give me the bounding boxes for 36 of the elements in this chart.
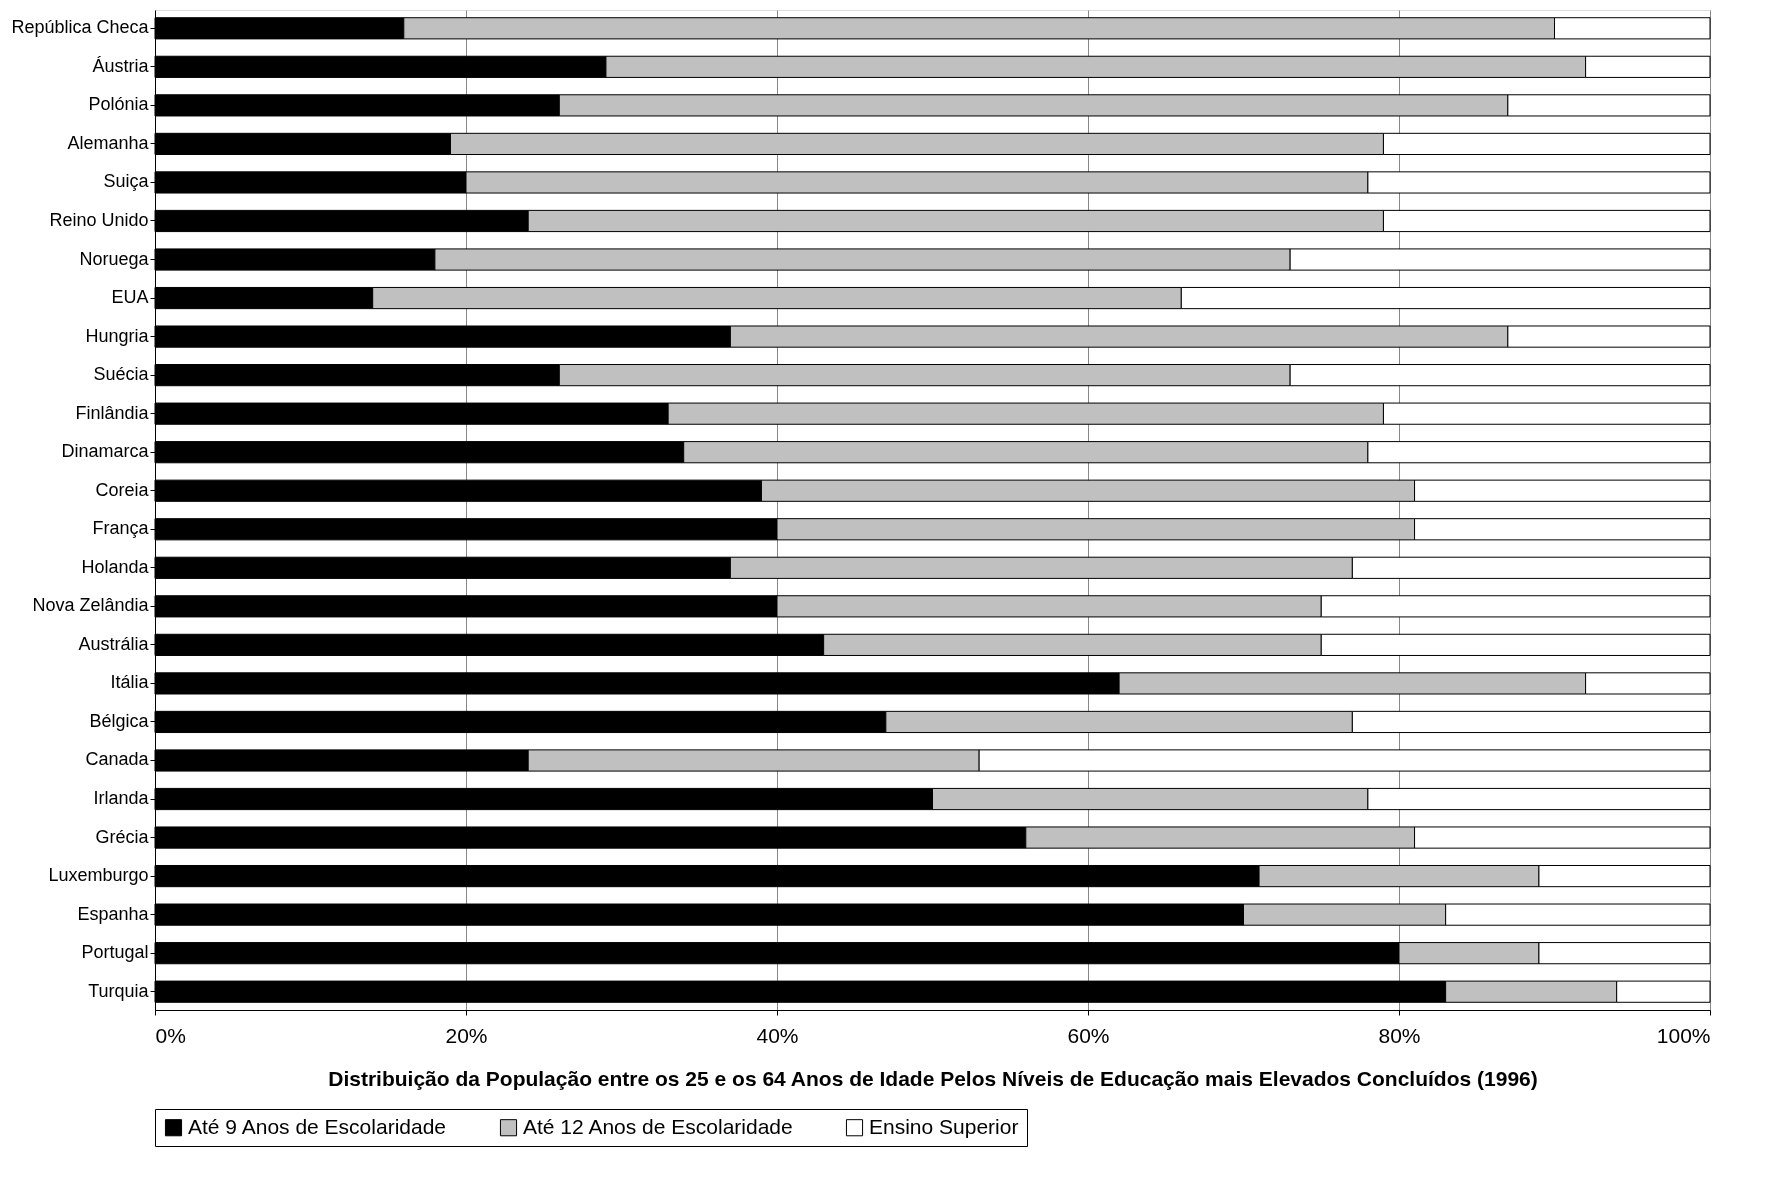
- y-tick-label: Reino Unido: [49, 209, 149, 230]
- y-tick-label: Canada: [85, 749, 150, 770]
- legend-label: Até 12 Anos de Escolaridade: [523, 1114, 793, 1138]
- y-tick-label: Portugal: [81, 942, 149, 963]
- y-tick-label: Irlanda: [93, 788, 150, 809]
- y-tick-label: Polónia: [88, 94, 150, 115]
- y-tick-label: França: [92, 518, 150, 539]
- y-tick-label: Hungria: [85, 325, 150, 346]
- y-tick-label: Grécia: [95, 826, 150, 847]
- x-tick-label: 40%: [756, 1023, 799, 1047]
- y-tick-label: Áustria: [92, 55, 150, 76]
- y-tick-label: Luxemburgo: [48, 865, 149, 886]
- y-tick-label: República Checa: [11, 17, 150, 38]
- y-tick-label: Coreia: [95, 479, 150, 500]
- x-tick-label: 20%: [445, 1023, 488, 1047]
- y-tick-label: EUA: [111, 287, 149, 308]
- x-axis-title: Distribuição da População entre os 25 e os 64 Anos de Idade Pelos Níveis de Educação mais Elevados Concluídos (1996): [328, 1066, 1538, 1090]
- y-tick-label: Suécia: [93, 364, 150, 385]
- x-tick-label: 80%: [1378, 1023, 1421, 1047]
- y-tick-label: Holanda: [81, 556, 150, 577]
- y-tick-label: Espanha: [77, 903, 150, 924]
- y-tick-label: Austrália: [78, 633, 150, 654]
- y-tick-label: Dinamarca: [61, 441, 150, 462]
- y-tick-label: Nova Zelândia: [32, 595, 150, 616]
- x-tick-label: 0%: [155, 1023, 186, 1047]
- y-tick-label: Itália: [110, 672, 150, 693]
- x-tick-label: 100%: [1656, 1023, 1711, 1047]
- legend-label: Até 9 Anos de Escolaridade: [188, 1114, 447, 1138]
- y-tick-label: Suiça: [103, 171, 150, 192]
- y-tick-label: Bélgica: [89, 710, 150, 731]
- x-tick-label: 60%: [1067, 1023, 1110, 1047]
- y-tick-label: Finlândia: [75, 402, 150, 423]
- legend-label: Ensino Superior: [869, 1114, 1019, 1138]
- y-tick-label: Noruega: [79, 248, 150, 269]
- y-tick-label: Turquia: [88, 980, 150, 1001]
- y-tick-label: Alemanha: [67, 132, 150, 153]
